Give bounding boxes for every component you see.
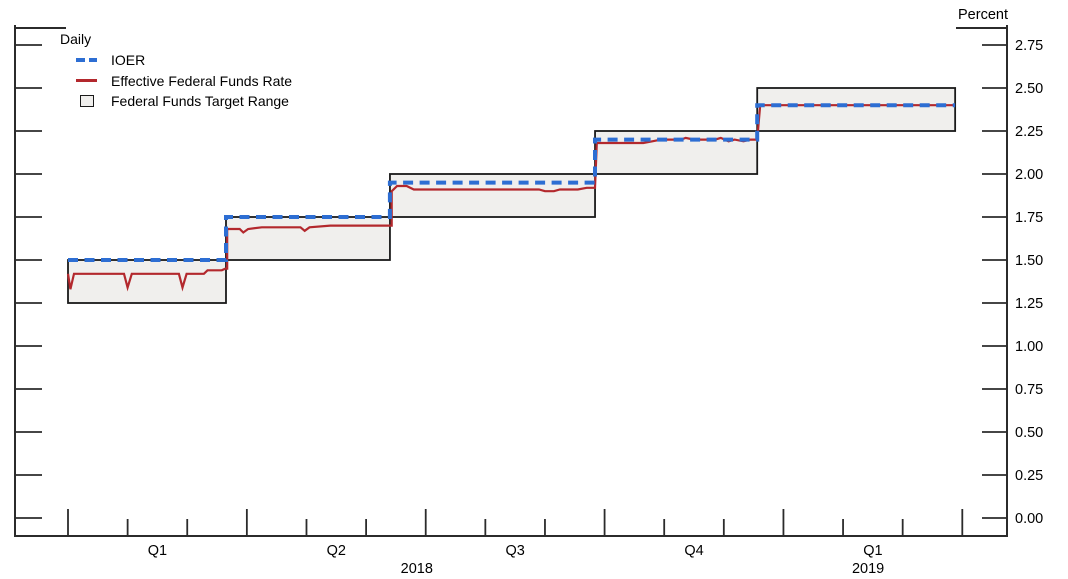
y-tick-label: 2.00 — [1015, 167, 1043, 183]
ioer-dash-2 — [88, 58, 97, 63]
target-range-box — [756, 87, 957, 132]
legend-item-ioer: IOER — [60, 50, 292, 71]
y-tick-label: 2.75 — [1015, 38, 1043, 54]
x-year-label: 2019 — [852, 561, 884, 577]
legend-label-target-range: Federal Funds Target Range — [111, 93, 289, 110]
legend: Daily IOER Effective Federal Funds Rate … — [60, 30, 292, 112]
y-tick-label: 1.25 — [1015, 296, 1043, 312]
target-range-box — [67, 259, 227, 304]
y-tick-label: 2.50 — [1015, 81, 1043, 97]
y-tick-label: 1.75 — [1015, 210, 1043, 226]
y-tick-label: 1.50 — [1015, 253, 1043, 269]
ioer-dashed-swatch-icon — [76, 58, 97, 63]
y-tick-label: 0.00 — [1015, 511, 1043, 527]
target-range-box — [225, 216, 391, 261]
target-range-box-swatch-icon — [76, 95, 97, 108]
effr-line-swatch — [76, 79, 97, 83]
effr-line-swatch-icon — [76, 79, 97, 83]
target-range-box — [389, 173, 596, 218]
legend-label-ioer: IOER — [111, 52, 146, 69]
x-quarter-label: Q1 — [863, 543, 882, 559]
target-range-box-swatch — [79, 95, 94, 108]
y-axis-title: Percent — [958, 7, 1008, 23]
y-tick-label: 2.25 — [1015, 124, 1043, 140]
y-tick-label: 0.25 — [1015, 468, 1043, 484]
y-tick-label: 0.50 — [1015, 425, 1043, 441]
ioer-line — [68, 103, 956, 262]
target-range-box — [594, 130, 759, 175]
ioer-dash-1 — [76, 58, 85, 63]
x-year-label: 2018 — [401, 561, 433, 577]
x-quarter-label: Q2 — [327, 543, 346, 559]
y-tick-label: 0.75 — [1015, 382, 1043, 398]
x-quarter-label: Q1 — [148, 543, 167, 559]
legend-title: Daily — [60, 31, 92, 47]
legend-label-effr: Effective Federal Funds Rate — [111, 72, 293, 89]
x-quarter-label: Q4 — [684, 543, 703, 559]
legend-item-target-range: Federal Funds Target Range — [60, 91, 292, 112]
y-tick-label: 1.00 — [1015, 339, 1043, 355]
legend-item-effr: Effective Federal Funds Rate — [60, 71, 292, 92]
x-quarter-label: Q3 — [505, 543, 524, 559]
